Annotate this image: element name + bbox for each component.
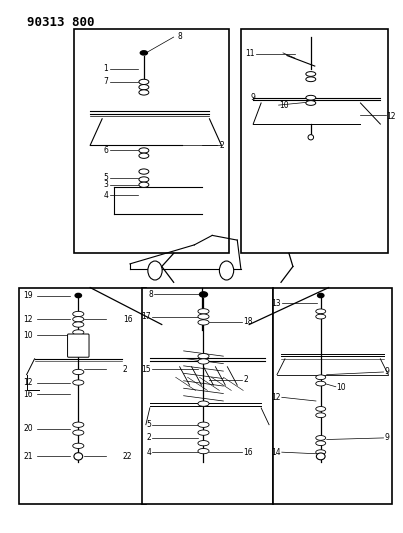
Text: 9: 9 [384,433,389,442]
Ellipse shape [199,292,208,297]
Text: 2: 2 [219,141,224,150]
Text: 2: 2 [146,433,151,442]
Bar [241,29,388,253]
Ellipse shape [316,435,326,440]
Text: 17: 17 [141,312,151,321]
Text: 8: 8 [178,32,183,41]
Ellipse shape [139,85,149,90]
Circle shape [219,261,234,280]
Ellipse shape [73,335,84,341]
Ellipse shape [198,320,209,325]
Text: 8: 8 [148,290,153,299]
Bar [273,288,392,504]
Text: 21: 21 [23,452,33,461]
Circle shape [148,261,162,280]
Text: 16: 16 [243,448,253,457]
Ellipse shape [306,71,316,76]
Ellipse shape [316,309,326,314]
Ellipse shape [139,177,149,182]
Bar [19,288,146,504]
Ellipse shape [139,153,149,158]
Text: 16: 16 [23,390,33,399]
Text: 12: 12 [23,378,33,387]
Ellipse shape [198,430,209,435]
Text: 14: 14 [271,448,281,457]
Text: 11: 11 [246,50,255,59]
Text: 12: 12 [272,393,281,402]
Ellipse shape [198,422,209,427]
Ellipse shape [139,148,149,153]
Ellipse shape [73,422,84,427]
Ellipse shape [316,441,326,446]
Text: 3: 3 [103,180,108,189]
Ellipse shape [198,359,209,364]
Ellipse shape [73,443,84,448]
Ellipse shape [316,381,326,386]
Text: 22: 22 [123,452,132,461]
Text: 4: 4 [146,448,151,457]
Ellipse shape [316,375,326,379]
Ellipse shape [73,330,84,335]
Text: 1: 1 [103,64,108,73]
Ellipse shape [139,169,149,174]
Text: 12: 12 [23,315,33,324]
Ellipse shape [139,90,149,95]
Text: 16: 16 [123,315,133,324]
Text: 19: 19 [23,291,33,300]
Text: 9: 9 [384,367,389,376]
Ellipse shape [73,380,84,385]
Text: 15: 15 [141,365,151,374]
Ellipse shape [316,314,326,319]
Text: 90313 800: 90313 800 [27,16,94,29]
Ellipse shape [198,448,209,454]
Text: 5: 5 [146,420,151,429]
Text: 7: 7 [103,77,108,86]
Ellipse shape [73,322,84,327]
Ellipse shape [73,311,84,317]
Text: 10: 10 [337,383,346,392]
Text: 10: 10 [279,101,289,110]
Ellipse shape [316,450,326,455]
Ellipse shape [316,413,326,418]
Ellipse shape [306,95,316,100]
Ellipse shape [316,407,326,411]
Ellipse shape [140,51,147,55]
Ellipse shape [139,79,149,85]
Text: 13: 13 [271,299,281,308]
Ellipse shape [198,314,209,319]
Ellipse shape [74,453,83,460]
Ellipse shape [306,101,316,106]
Bar [74,29,229,253]
Ellipse shape [318,293,324,297]
Ellipse shape [198,353,209,359]
Text: 20: 20 [23,424,33,433]
Text: 10: 10 [23,330,33,340]
Ellipse shape [308,135,314,140]
Text: 12: 12 [386,112,396,120]
Text: 9: 9 [250,93,255,102]
Text: 18: 18 [243,317,253,326]
Ellipse shape [198,309,209,314]
Ellipse shape [198,401,209,406]
Ellipse shape [73,317,84,322]
Ellipse shape [306,77,316,82]
Text: 4: 4 [103,191,108,200]
Bar [142,288,273,504]
Ellipse shape [73,430,84,435]
Text: 5: 5 [103,173,108,182]
Text: 6: 6 [103,146,108,155]
Text: 2: 2 [123,365,128,374]
Ellipse shape [316,453,325,460]
FancyBboxPatch shape [68,334,89,357]
Ellipse shape [198,441,209,446]
Text: 2: 2 [243,375,248,384]
Ellipse shape [75,293,81,297]
Ellipse shape [139,182,149,188]
Ellipse shape [73,369,84,375]
